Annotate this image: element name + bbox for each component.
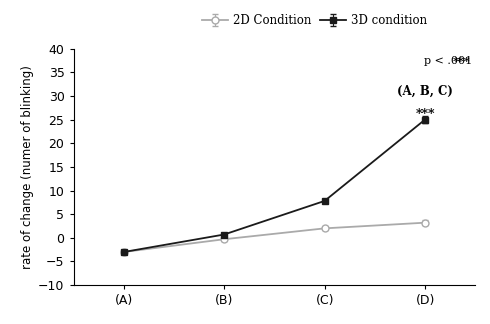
- Text: (A, B, C): (A, B, C): [397, 85, 453, 98]
- Legend: 2D Condition, 3D condition: 2D Condition, 3D condition: [202, 14, 427, 27]
- Y-axis label: rate of change (numer of blinking): rate of change (numer of blinking): [21, 65, 34, 269]
- Text: p < .001: p < .001: [424, 56, 472, 66]
- Text: ***: ***: [416, 108, 435, 121]
- Text: ***: ***: [453, 56, 470, 67]
